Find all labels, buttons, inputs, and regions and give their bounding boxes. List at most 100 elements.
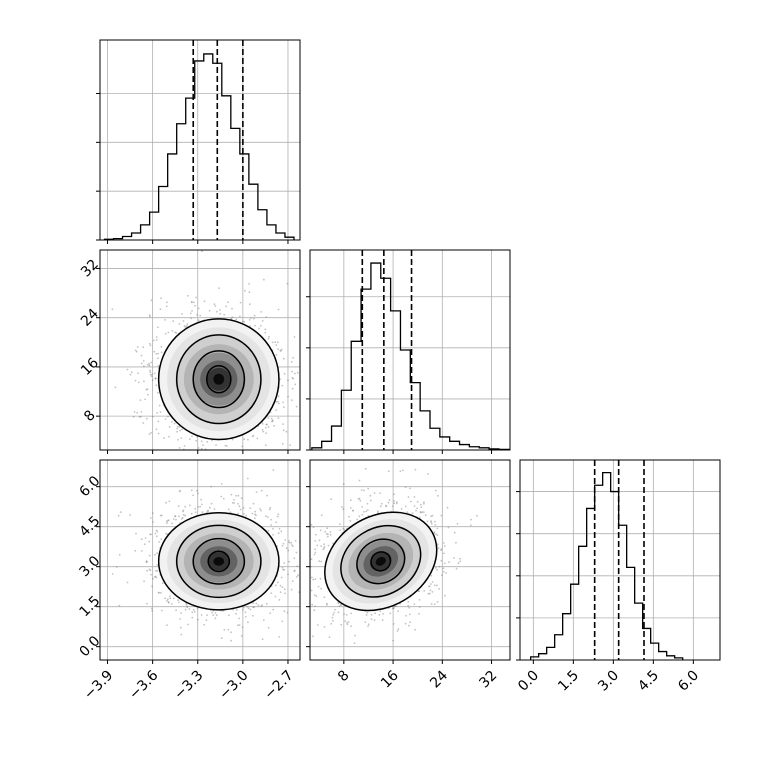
scatter-point <box>197 319 200 322</box>
scatter-point <box>315 595 318 598</box>
scatter-point <box>238 455 240 457</box>
scatter-point <box>288 541 291 544</box>
scatter-point <box>423 501 425 504</box>
scatter-point <box>206 510 209 512</box>
scatter-point <box>281 566 284 569</box>
scatter-point <box>179 429 182 432</box>
scatter-point <box>393 502 396 505</box>
scatter-point <box>358 479 361 482</box>
scatter-point <box>135 350 138 353</box>
scatter-point <box>247 438 249 441</box>
scatter-point <box>438 588 440 590</box>
scatter-point <box>248 283 251 285</box>
scatter-point <box>150 607 153 610</box>
scatter-point <box>209 506 211 509</box>
scatter-point <box>264 444 267 447</box>
scatter-point <box>332 613 335 616</box>
y-tick-label: 24 <box>78 306 102 330</box>
scatter-point <box>409 487 411 490</box>
scatter-point <box>443 562 446 565</box>
x-tick-label: −3.0 <box>216 668 251 703</box>
scatter-point <box>118 604 121 607</box>
scatter-point <box>176 425 179 428</box>
scatter-point <box>293 557 296 560</box>
scatter-point <box>301 597 303 599</box>
scatter-point <box>364 467 367 470</box>
scatter-point <box>154 576 156 578</box>
scatter-point <box>180 518 183 520</box>
scatter-point <box>279 349 282 352</box>
scatter-point <box>476 514 478 517</box>
scatter-point <box>151 585 154 588</box>
scatter-point <box>437 547 440 550</box>
scatter-point <box>143 380 145 383</box>
scatter-point <box>191 616 194 619</box>
scatter-point <box>261 604 264 606</box>
scatter-point <box>136 346 139 348</box>
scatter-point <box>224 455 226 457</box>
scatter-point <box>392 607 395 609</box>
scatter-point <box>205 511 208 514</box>
scatter-point <box>271 341 274 344</box>
scatter-point <box>387 470 390 473</box>
scatter-point <box>361 514 364 516</box>
scatter-point <box>203 300 206 303</box>
scatter-point <box>277 308 280 311</box>
scatter-point <box>201 511 204 514</box>
joint-panel-bg <box>301 460 510 660</box>
scatter-point <box>140 538 143 541</box>
joint-panel-bg <box>100 460 306 660</box>
scatter-point <box>441 574 443 576</box>
scatter-point <box>225 305 228 308</box>
scatter-point <box>413 505 416 507</box>
scatter-point <box>320 560 323 563</box>
scatter-point <box>435 533 437 535</box>
scatter-point <box>281 620 284 623</box>
scatter-point <box>304 538 306 540</box>
scatter-point <box>248 319 251 321</box>
scatter-point <box>263 278 265 281</box>
scatter-point <box>314 533 317 536</box>
scatter-point <box>146 569 149 572</box>
scatter-point <box>142 360 145 362</box>
scatter-point <box>415 509 417 512</box>
scatter-point <box>159 411 162 413</box>
scatter-point <box>267 426 270 428</box>
scatter-point <box>326 602 328 605</box>
scatter-point <box>352 509 354 512</box>
scatter-point <box>339 604 342 606</box>
scatter-point <box>265 515 267 517</box>
scatter-point <box>241 320 244 323</box>
scatter-point <box>166 519 169 522</box>
y-tick-label: 1.5 <box>76 593 103 620</box>
scatter-point <box>140 410 143 413</box>
scatter-point <box>304 569 306 571</box>
scatter-point <box>211 439 213 442</box>
scatter-point <box>189 438 191 441</box>
scatter-point <box>192 494 195 497</box>
scatter-point <box>168 500 171 503</box>
scatter-point <box>283 562 286 564</box>
scatter-point <box>289 444 292 446</box>
scatter-point <box>310 589 313 592</box>
scatter-point <box>275 401 278 403</box>
scatter-point <box>402 469 404 472</box>
scatter-point <box>265 432 267 434</box>
scatter-point <box>159 591 162 594</box>
scatter-point <box>393 493 395 496</box>
scatter-point <box>418 612 420 615</box>
scatter-point <box>155 569 157 572</box>
scatter-point <box>314 605 316 607</box>
scatter-point <box>343 613 345 616</box>
histogram-panel-p2 <box>519 459 721 661</box>
scatter-point <box>294 383 297 386</box>
scatter-point <box>286 611 289 614</box>
scatter-point <box>155 576 158 579</box>
scatter-point <box>392 623 395 625</box>
scatter-point <box>291 387 294 390</box>
scatter-point <box>118 553 121 556</box>
scatter-point <box>374 612 377 615</box>
scatter-point <box>211 611 214 614</box>
scatter-point <box>326 527 329 530</box>
scatter-point <box>442 542 445 544</box>
